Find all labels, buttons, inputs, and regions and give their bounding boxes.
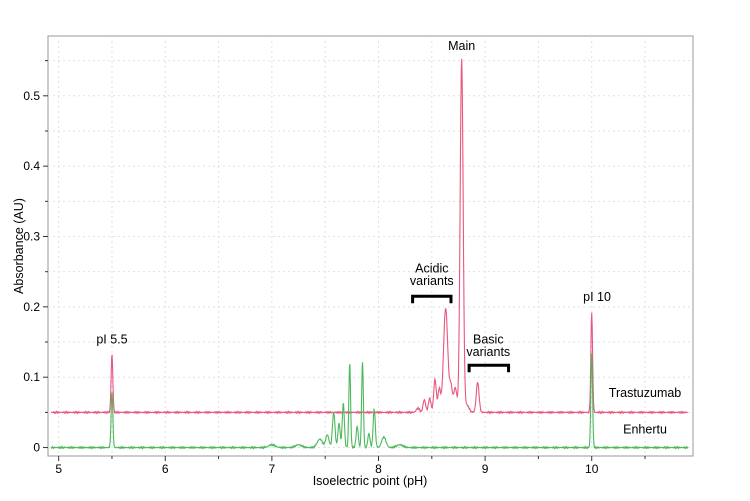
y-tick-label: 0.4 — [23, 159, 40, 173]
x-tick-label: 10 — [585, 462, 599, 476]
y-tick-label: 0.3 — [23, 230, 40, 244]
x-tick-label: 7 — [269, 462, 276, 476]
series-label-trastuzumab: Trastuzumab — [609, 386, 682, 400]
series-line-enhertu — [50, 353, 689, 450]
grid — [48, 36, 693, 456]
x-axis-title: Isoelectric point (pH) — [313, 474, 428, 488]
annotation-basic1: Basic — [473, 332, 504, 346]
y-tick-label: 0.1 — [23, 370, 40, 384]
x-tick-label: 6 — [162, 462, 169, 476]
basic-bracket — [467, 363, 511, 373]
y-axis-title: Absorbance (AU) — [12, 198, 26, 294]
x-tick-label: 8 — [375, 462, 382, 476]
y-tick-label: 0.2 — [23, 300, 40, 314]
annotation-acidic2: variants — [410, 274, 454, 288]
y-tick-label: 0 — [33, 441, 40, 455]
acidic-bracket — [411, 294, 453, 304]
axes: 5 6 7 8 9 10 0 0.1 0.2 0.3 0.4 0.5 — [23, 60, 646, 476]
plot-area — [47, 35, 694, 457]
annotation-main: Main — [448, 39, 475, 53]
annotation-pi10: pI 10 — [583, 290, 611, 304]
x-tick-label: 5 — [55, 462, 62, 476]
y-tick-label: 0.5 — [23, 89, 40, 103]
annotation-acidic1: Acidic — [415, 261, 448, 275]
annotation-pi55: pI 5.5 — [96, 332, 127, 346]
x-tick-label: 9 — [482, 462, 489, 476]
series-line-trastuzumab — [51, 58, 688, 415]
series-label-enhertu: Enhertu — [623, 422, 667, 436]
traces — [50, 58, 689, 450]
annotation-basic2: variants — [466, 345, 510, 359]
